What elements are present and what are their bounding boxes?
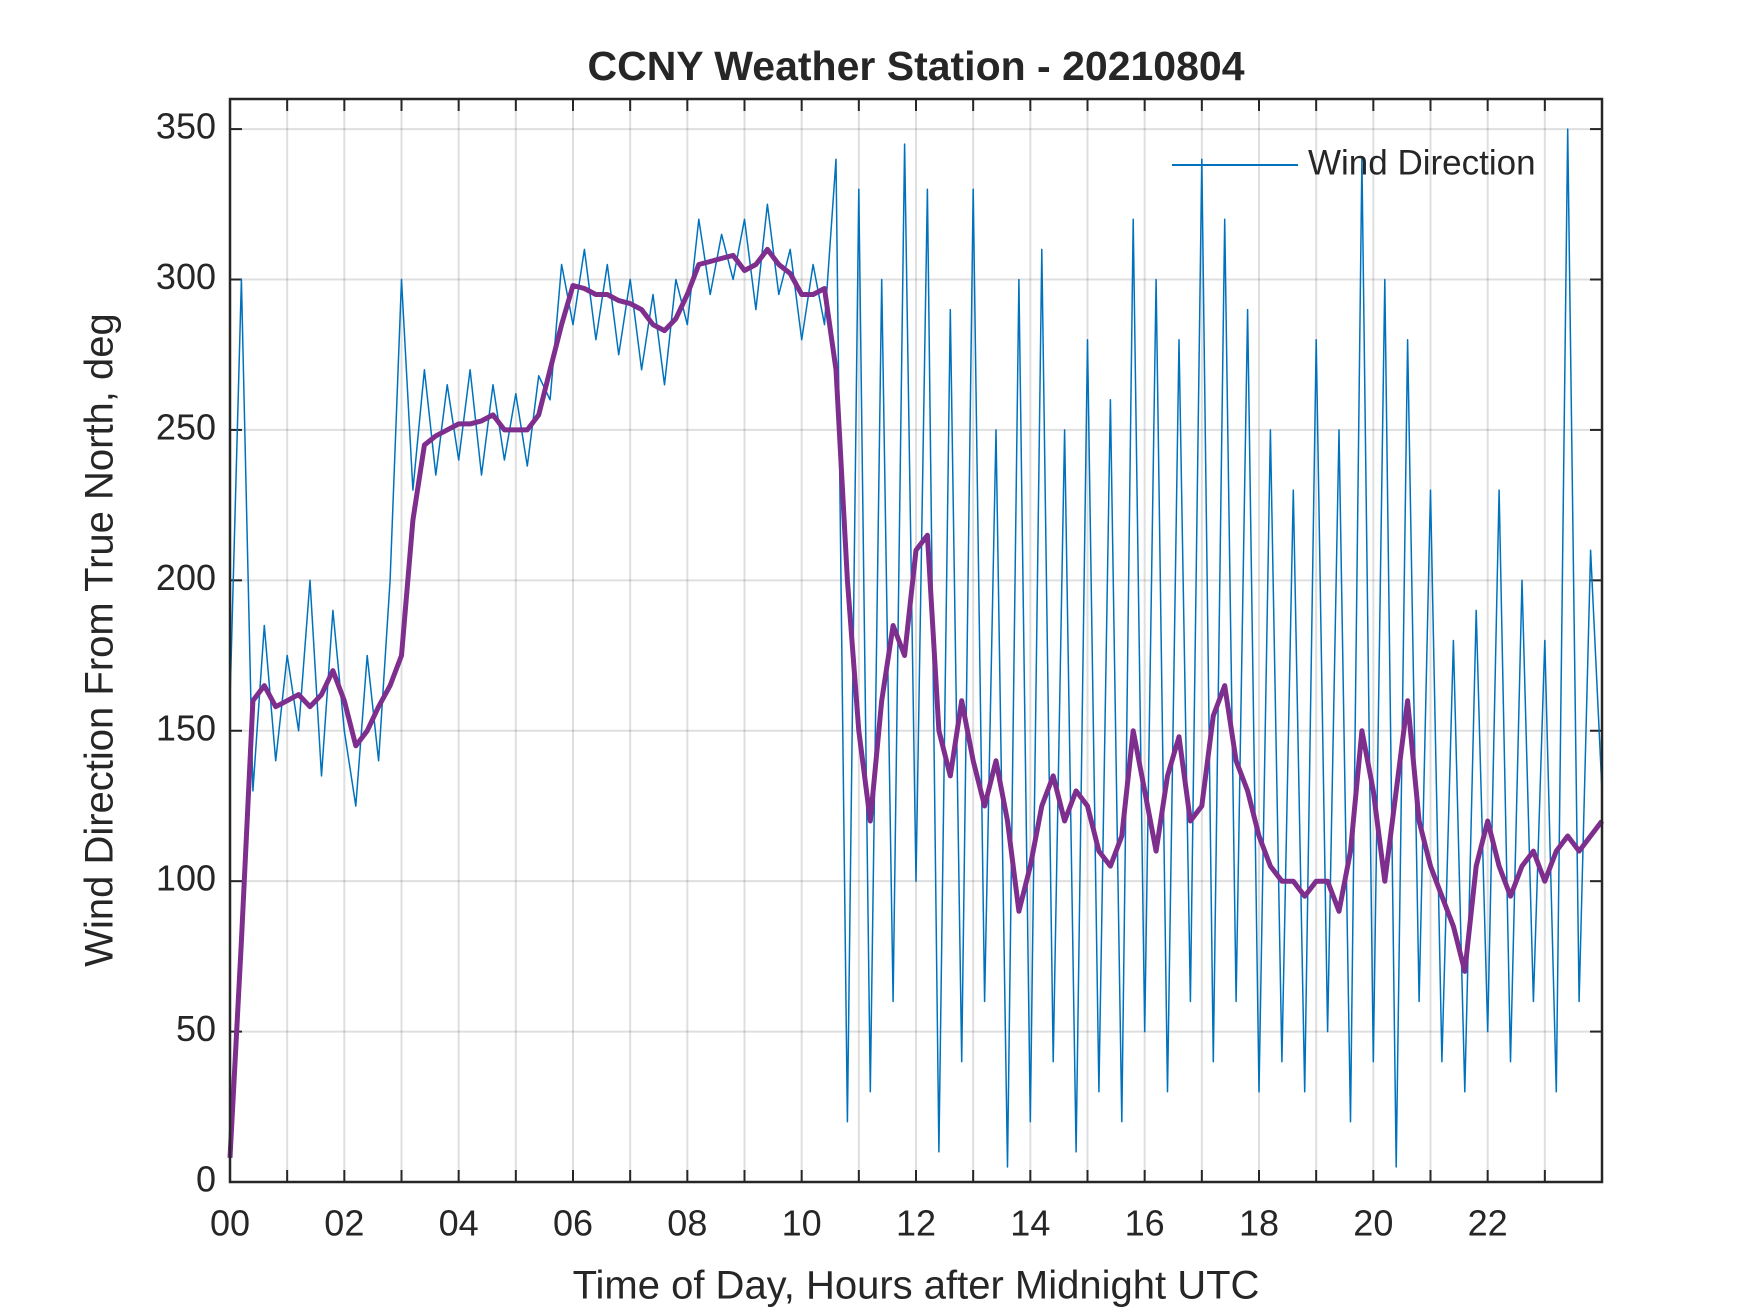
- x-tick-label: 06: [553, 1203, 593, 1244]
- x-tick-label: 02: [324, 1203, 364, 1244]
- y-tick-label: 50: [176, 1008, 216, 1049]
- y-tick-label: 100: [156, 858, 216, 899]
- x-tick-label: 14: [1010, 1203, 1050, 1244]
- y-tick-label: 0: [196, 1159, 216, 1200]
- y-tick-label: 350: [156, 106, 216, 147]
- x-tick-label: 18: [1239, 1203, 1279, 1244]
- x-tick-label: 00: [210, 1203, 250, 1244]
- chart-title: CCNY Weather Station - 20210804: [587, 43, 1244, 89]
- y-tick-label: 250: [156, 406, 216, 447]
- x-tick-label: 22: [1468, 1203, 1508, 1244]
- x-tick-label: 10: [782, 1203, 822, 1244]
- y-tick-label: 300: [156, 256, 216, 297]
- x-tick-label: 12: [896, 1203, 936, 1244]
- x-tick-label: 08: [667, 1203, 707, 1244]
- axes-box: [228, 97, 1604, 1184]
- x-tick-label: 16: [1125, 1203, 1165, 1244]
- y-axis-label: Wind Direction From True North, deg: [78, 313, 122, 967]
- y-tick-label: 150: [156, 707, 216, 748]
- legend-label: Wind Direction: [1308, 143, 1536, 182]
- y-tick-label: 200: [156, 557, 216, 598]
- plot-area: [230, 99, 1602, 1182]
- x-axis-label: Time of Day, Hours after Midnight UTC: [573, 1264, 1260, 1308]
- x-tick-label: 20: [1353, 1203, 1393, 1244]
- data-line: [227, 246, 1604, 1159]
- data-line: [229, 128, 1603, 1168]
- x-tick-label: 04: [439, 1203, 479, 1244]
